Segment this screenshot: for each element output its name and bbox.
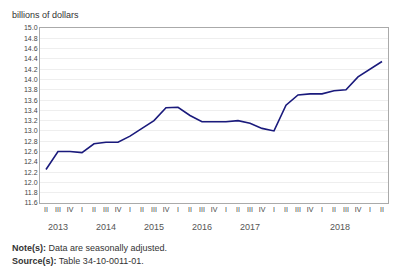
svg-text:Source(s): Table 34-10-0011-01: Source(s): Table 34-10-0011-01. [12,256,144,266]
svg-text:III: III [55,206,61,213]
svg-text:II: II [236,206,240,213]
svg-text:Note(s): Data are seasonally a: Note(s): Data are seasonally adjusted. [12,243,167,253]
svg-text:14.4: 14.4 [24,55,38,62]
svg-text:II: II [284,206,288,213]
svg-text:I: I [81,206,83,213]
svg-text:III: III [295,206,301,213]
svg-text:11.8: 11.8 [24,189,37,196]
svg-text:12.2: 12.2 [24,169,38,176]
svg-text:III: III [343,206,349,213]
svg-text:14.6: 14.6 [24,45,38,52]
svg-text:II: II [332,206,336,213]
svg-text:I: I [177,206,179,213]
svg-text:13.0: 13.0 [24,127,38,134]
svg-text:II: II [380,206,384,213]
svg-text:13.6: 13.6 [24,97,38,104]
svg-text:13.8: 13.8 [24,86,38,93]
svg-text:2017: 2017 [240,222,260,232]
svg-text:IV: IV [67,206,74,213]
svg-text:2015: 2015 [144,222,164,232]
svg-text:III: III [103,206,109,213]
svg-text:I: I [321,206,323,213]
svg-text:IV: IV [115,206,122,213]
svg-text:2016: 2016 [192,222,212,232]
svg-text:II: II [140,206,144,213]
svg-text:IV: IV [259,206,266,213]
svg-text:II: II [188,206,192,213]
svg-text:IV: IV [163,206,170,213]
svg-text:13.2: 13.2 [24,117,38,124]
svg-text:I: I [273,206,275,213]
svg-text:IV: IV [211,206,218,213]
svg-text:14.2: 14.2 [24,66,38,73]
svg-text:II: II [44,206,48,213]
svg-text:III: III [247,206,253,213]
svg-text:I: I [225,206,227,213]
svg-text:13.4: 13.4 [24,107,38,114]
svg-text:12.6: 12.6 [24,148,38,155]
svg-text:12.4: 12.4 [24,158,38,165]
svg-text:IV: IV [307,206,314,213]
svg-text:2014: 2014 [96,222,116,232]
svg-text:2013: 2013 [48,222,68,232]
svg-text:III: III [199,206,205,213]
svg-text:2018: 2018 [330,222,350,232]
svg-text:I: I [129,206,131,213]
svg-text:II: II [92,206,96,213]
svg-text:12.8: 12.8 [24,138,38,145]
svg-text:14.0: 14.0 [24,76,38,83]
svg-text:14.8: 14.8 [24,35,38,42]
svg-text:III: III [151,206,157,213]
svg-text:11.6: 11.6 [24,199,37,206]
svg-text:15.0: 15.0 [24,24,38,31]
svg-text:12.0: 12.0 [24,179,38,186]
svg-text:I: I [369,206,371,213]
svg-text:billions of dollars: billions of dollars [12,10,79,20]
svg-text:IV: IV [355,206,362,213]
